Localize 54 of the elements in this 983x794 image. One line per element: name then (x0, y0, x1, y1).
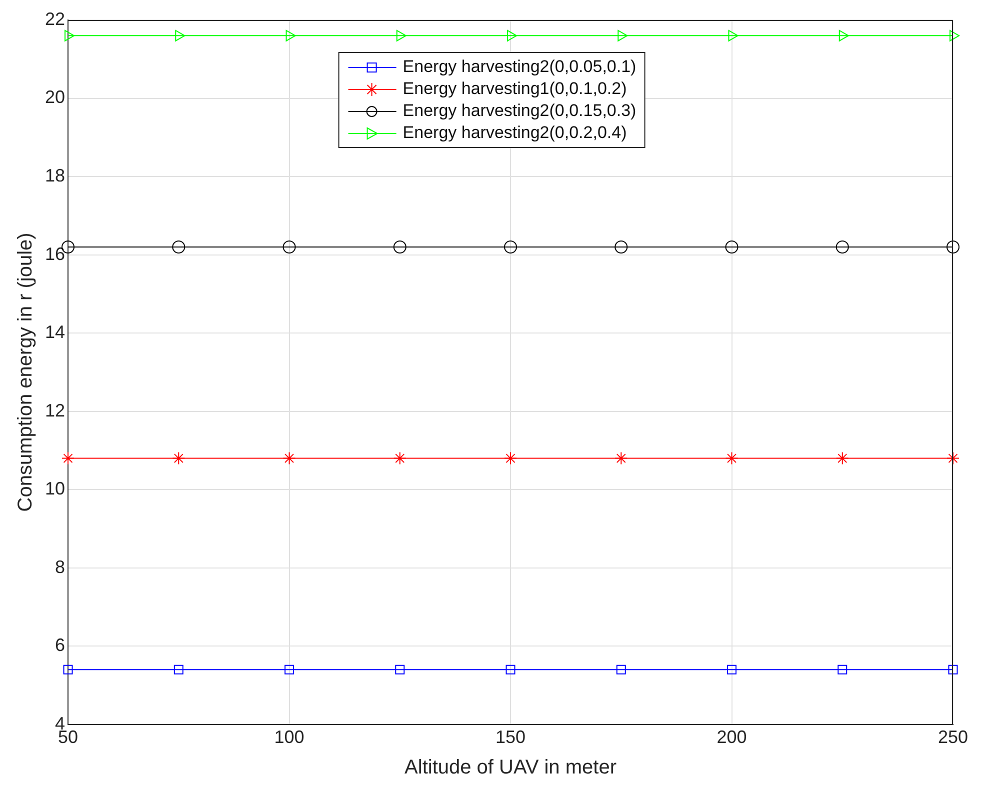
x-tick-label: 200 (716, 727, 747, 748)
legend-label: Energy harvesting2(0,0.15,0.3) (402, 101, 636, 121)
point (64, 30, 75, 42)
y-tick-label: 14 (44, 322, 66, 342)
point (614, 452, 628, 465)
point (946, 452, 960, 465)
point (838, 30, 849, 42)
legend-label: Energy harvesting2(0,0.05,0.1) (402, 57, 636, 77)
y-tick-label: 6 (55, 635, 66, 656)
point (836, 240, 849, 254)
point (172, 452, 186, 465)
x-axis-title: Altitude of UAV in meter (404, 756, 617, 779)
point (282, 452, 296, 465)
x-tick-label: 150 (495, 727, 526, 748)
y-tick-label: 8 (55, 556, 66, 577)
point (616, 664, 626, 674)
y-tick-label: 20 (44, 87, 66, 108)
point (950, 30, 960, 42)
point (175, 30, 186, 42)
point (172, 240, 186, 254)
y-tick-label: 12 (44, 400, 66, 420)
point (506, 664, 516, 674)
point (393, 452, 406, 465)
point (725, 452, 738, 465)
y-tick-label: 10 (44, 478, 66, 499)
legend-label: Energy harvesting2(0,0.2,0.4) (402, 123, 627, 143)
point (946, 240, 960, 254)
point (727, 664, 736, 674)
point (62, 452, 75, 465)
point (725, 240, 738, 254)
point (393, 240, 406, 254)
x-tick-label: 100 (274, 727, 304, 748)
point (948, 664, 958, 674)
point (174, 664, 184, 674)
x-tick-label: 250 (938, 727, 968, 748)
y-tick-label: 18 (44, 166, 66, 186)
point (838, 664, 848, 674)
point (396, 30, 406, 42)
y-tick-label: 16 (44, 244, 66, 264)
point (63, 664, 73, 674)
point (504, 240, 518, 254)
point (836, 452, 849, 465)
point (614, 240, 628, 254)
point (395, 664, 405, 674)
point (284, 664, 294, 674)
y-axis-title: Consumption energy in r (joule) (14, 232, 37, 512)
point (507, 30, 518, 42)
y-tick-label: 22 (44, 8, 66, 29)
legend-label: Energy harvesting1(0,0.1,0.2) (402, 79, 627, 99)
point (728, 30, 738, 42)
point (504, 452, 518, 465)
point (286, 30, 296, 42)
point (618, 30, 628, 42)
point (282, 240, 296, 254)
